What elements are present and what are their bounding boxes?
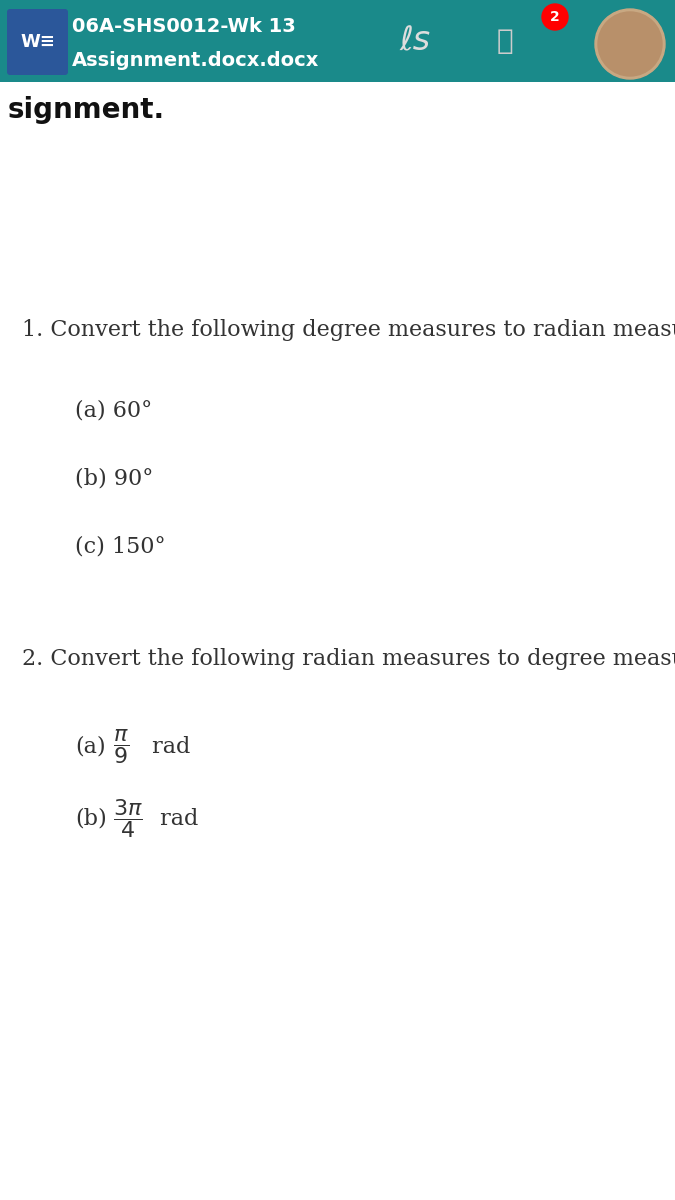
Text: $\dfrac{3\pi}{4}$: $\dfrac{3\pi}{4}$ [113,798,143,840]
Circle shape [542,4,568,30]
Text: rad: rad [153,808,198,830]
Text: 2. Convert the following radian measures to degree measure.: 2. Convert the following radian measures… [22,648,675,670]
Text: $\dfrac{\pi}{9}$: $\dfrac{\pi}{9}$ [113,727,129,767]
Text: (c) 150°: (c) 150° [75,535,165,557]
FancyBboxPatch shape [7,8,68,74]
Text: rad: rad [145,736,190,758]
Text: (a) 60°: (a) 60° [75,398,153,421]
Text: W≡: W≡ [20,32,55,50]
Text: signment.: signment. [8,96,165,124]
Text: 1. Convert the following degree measures to radian measure.: 1. Convert the following degree measures… [22,319,675,341]
Circle shape [595,8,665,79]
Text: (a): (a) [75,736,105,758]
Text: ℓs: ℓs [400,24,431,58]
Text: 06A-SHS0012-Wk 13: 06A-SHS0012-Wk 13 [72,18,296,36]
Text: (b): (b) [75,808,107,830]
Circle shape [598,12,662,76]
Text: (b) 90°: (b) 90° [75,467,153,490]
FancyBboxPatch shape [0,82,675,1200]
Text: Assignment.docx.docx: Assignment.docx.docx [72,50,319,70]
Text: 2: 2 [550,10,560,24]
Text: 🔍: 🔍 [497,26,513,55]
FancyBboxPatch shape [0,0,675,82]
